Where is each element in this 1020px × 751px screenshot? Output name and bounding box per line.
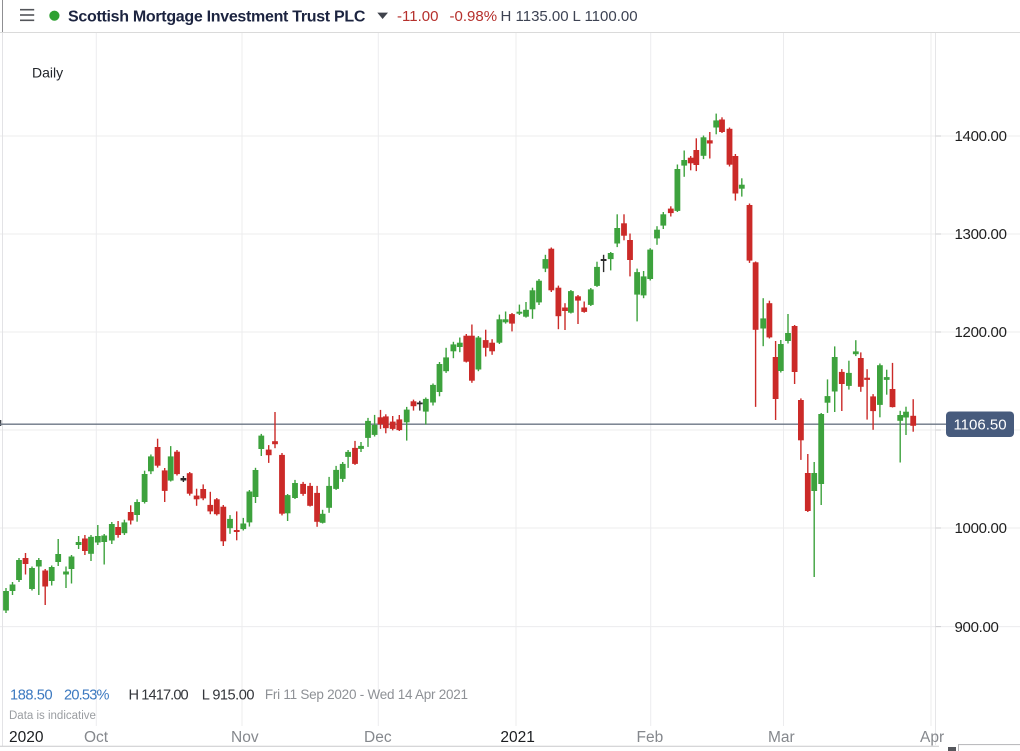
svg-text:-0.98%: -0.98% <box>450 8 498 25</box>
svg-text:2021: 2021 <box>500 729 534 746</box>
svg-text:2020: 2020 <box>9 729 44 746</box>
svg-text:H 1417.00: H 1417.00 <box>129 687 189 703</box>
svg-text:1400.00: 1400.00 <box>955 128 1007 145</box>
svg-text:Dec: Dec <box>364 729 392 746</box>
svg-text:-11.00: -11.00 <box>397 8 438 25</box>
svg-text:Scottish Mortgage Investment T: Scottish Mortgage Investment Trust PLC <box>68 9 366 26</box>
svg-text:L 1100.00: L 1100.00 <box>573 8 638 25</box>
svg-text:1300.00: 1300.00 <box>955 226 1007 243</box>
svg-text:900.00: 900.00 <box>955 619 999 636</box>
svg-text:Daily: Daily <box>32 64 63 80</box>
svg-text:1200.00: 1200.00 <box>955 324 1007 341</box>
svg-text:H 1135.00: H 1135.00 <box>501 8 569 25</box>
svg-text:L 915.00: L 915.00 <box>202 687 255 703</box>
svg-text:1106.50: 1106.50 <box>953 416 1006 433</box>
svg-text:Data is indicative: Data is indicative <box>9 710 96 722</box>
svg-text:Feb: Feb <box>637 729 664 746</box>
svg-text:188.50: 188.50 <box>10 687 53 703</box>
svg-text:Apr: Apr <box>920 729 944 746</box>
svg-text:1000.00: 1000.00 <box>955 520 1007 537</box>
svg-text:20.53%: 20.53% <box>64 687 110 703</box>
svg-text:Mar: Mar <box>768 729 795 746</box>
svg-text:Fri 11 Sep 2020 - Wed 14 Apr 2: Fri 11 Sep 2020 - Wed 14 Apr 2021 <box>265 687 468 702</box>
svg-text:Nov: Nov <box>231 729 259 746</box>
svg-text:Oct: Oct <box>84 729 109 746</box>
